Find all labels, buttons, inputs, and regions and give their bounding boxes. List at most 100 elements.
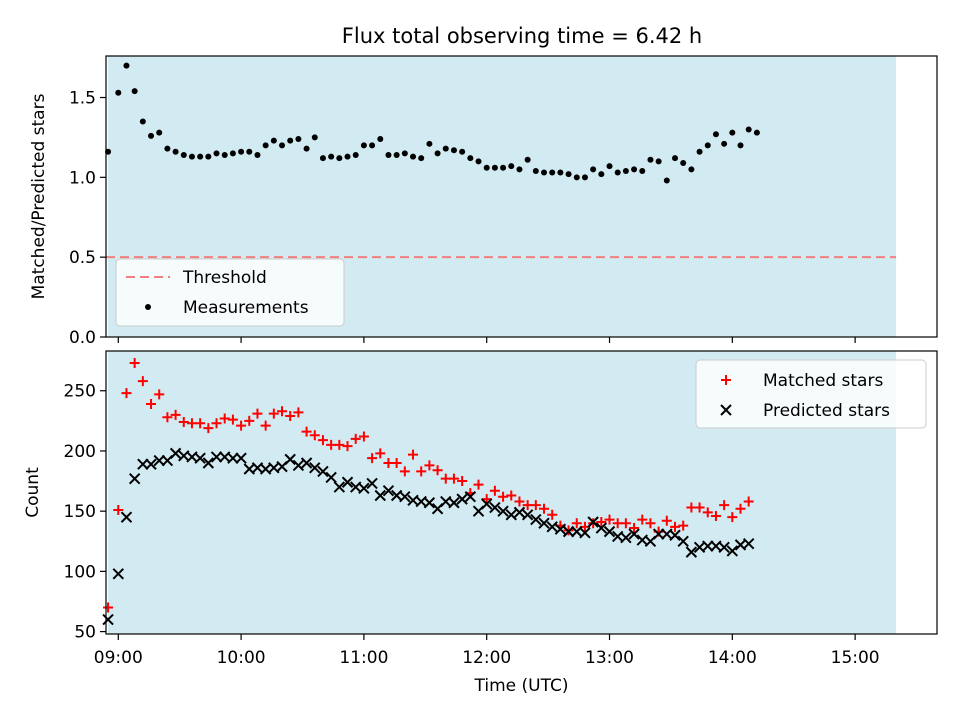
data-point [590, 166, 597, 173]
x-tick-label: 11:00 [339, 648, 388, 668]
data-point [704, 142, 711, 149]
data-point [344, 153, 351, 160]
data-point [102, 613, 114, 626]
data-point [645, 518, 656, 529]
y-tick-label: 200 [64, 442, 96, 462]
y-tick-label: 50 [74, 623, 96, 643]
data-point [505, 509, 517, 521]
legend-measurements-swatch [145, 304, 151, 310]
data-point [423, 497, 436, 509]
data-point [203, 423, 214, 434]
data-point [235, 452, 247, 464]
data-point [113, 504, 124, 515]
data-point [456, 493, 468, 505]
data-point [530, 513, 542, 526]
data-point [670, 521, 681, 532]
y-tick-label: 1.0 [69, 168, 96, 188]
legend-measurements-label: Measurements [183, 298, 309, 318]
data-point [254, 151, 261, 158]
data-point [210, 451, 223, 463]
data-point [146, 398, 157, 409]
legend-threshold-label: Threshold [182, 268, 267, 288]
data-point [483, 164, 490, 171]
data-point [328, 153, 335, 160]
data-point [385, 151, 392, 158]
data-point [139, 118, 146, 125]
data-point [696, 148, 703, 155]
data-point [514, 496, 525, 507]
data-point [103, 602, 114, 613]
y-axis-label: Matched/Predicted stars [29, 93, 49, 299]
data-point [213, 150, 220, 157]
data-point [194, 452, 206, 464]
data-point [375, 448, 386, 459]
data-point [497, 505, 509, 517]
data-point [287, 137, 294, 144]
data-point [506, 490, 517, 501]
legend-box [115, 258, 345, 327]
data-point [169, 447, 182, 460]
data-point [284, 453, 296, 466]
data-point [530, 500, 541, 511]
data-point [604, 514, 615, 525]
data-point [270, 137, 277, 144]
data-point [154, 389, 165, 400]
data-point [702, 540, 714, 552]
data-point [300, 457, 313, 469]
data-point [178, 417, 189, 428]
data-point [448, 473, 459, 484]
data-point [688, 166, 695, 173]
data-point [539, 503, 550, 514]
data-point [562, 525, 575, 538]
legend-matched-label: Matched stars [763, 371, 883, 391]
data-point [678, 520, 689, 531]
data-point [434, 150, 441, 157]
data-point [489, 485, 500, 496]
data-point [475, 158, 482, 165]
data-point [170, 409, 181, 420]
data-point [188, 153, 195, 160]
data-point [639, 167, 646, 174]
legend: Threshold Measurements [115, 258, 345, 327]
data-point [205, 153, 212, 160]
axes-frame [105, 350, 938, 635]
data-point [606, 163, 613, 170]
x-tick-label: 15:00 [831, 648, 880, 668]
data-point [557, 169, 564, 176]
data-point [336, 155, 343, 162]
data-point [663, 177, 670, 184]
data-point [513, 506, 526, 519]
data-point [129, 358, 140, 369]
data-point [473, 479, 484, 490]
data-point [742, 537, 755, 550]
data-point [729, 129, 736, 136]
data-point [156, 129, 163, 136]
data-point [410, 153, 417, 160]
data-point [115, 89, 122, 96]
data-point [581, 174, 588, 181]
data-point [685, 546, 698, 558]
data-point [334, 439, 345, 450]
data-point [719, 500, 730, 511]
data-point [333, 481, 346, 493]
data-point [661, 515, 672, 526]
data-point [309, 430, 320, 441]
x-tick-label: 14:00 [708, 648, 757, 668]
data-point [424, 460, 435, 471]
series-matched-stars [103, 358, 754, 613]
data-point [727, 512, 738, 523]
y-tick-label: 1.5 [69, 89, 96, 109]
legend-box [695, 359, 927, 429]
data-point [672, 155, 679, 162]
data-point [603, 525, 616, 538]
data-point [309, 462, 321, 474]
data-point [655, 158, 662, 165]
y-tick-label: 0.0 [69, 328, 96, 348]
data-point [374, 489, 386, 502]
data-point [710, 510, 721, 521]
data-point [418, 155, 425, 162]
data-point [598, 171, 605, 178]
data-point [491, 164, 498, 171]
data-point [358, 431, 369, 442]
